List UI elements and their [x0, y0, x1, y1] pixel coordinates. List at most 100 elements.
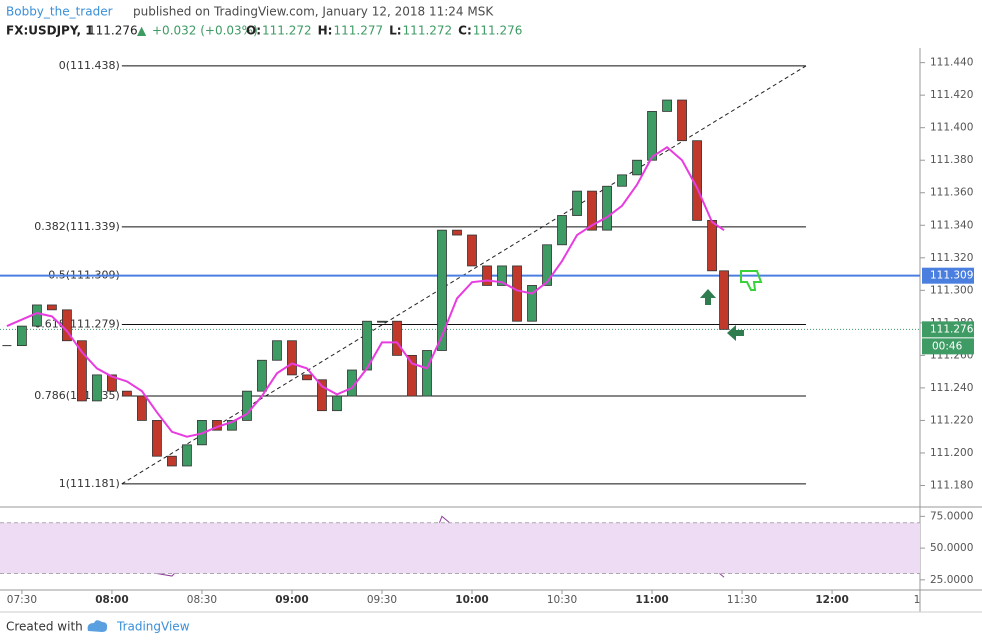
ohlc-label: L:: [389, 24, 401, 38]
change-arrow: ▲: [137, 24, 147, 38]
y-tick-label: 111.400: [930, 122, 973, 134]
candle: [17, 325, 27, 347]
current-label-box: [922, 321, 974, 338]
candle: [437, 229, 447, 351]
candle: [302, 374, 312, 381]
fib-label: 1(111.181): [59, 477, 120, 490]
footer-brand[interactable]: TradingView: [116, 620, 190, 634]
footer-text: Created with: [6, 620, 83, 634]
x-tick-label: 11:00: [635, 594, 668, 606]
ohlc-label: O:: [246, 24, 261, 38]
candle: [272, 340, 282, 361]
fib-label: 0(111.438): [59, 59, 120, 72]
y-tick-label: 111.380: [930, 154, 973, 166]
candle: [92, 374, 102, 402]
x-tick-label: 09:30: [367, 594, 397, 606]
y-tick-label: 111.220: [930, 414, 973, 426]
candle: [242, 390, 252, 421]
candle: [332, 395, 342, 412]
fib-label: 0.382(111.339): [34, 220, 120, 233]
x-tick-label: 09:00: [275, 594, 308, 606]
rsi-tick-label: 50.0000: [930, 542, 973, 554]
rsi-tick-label: 75.0000: [930, 510, 973, 522]
change: +0.032 (+0.03%): [152, 24, 258, 38]
y-tick-label: 111.240: [930, 382, 973, 394]
rsi-band: [0, 522, 920, 574]
countdown-box: [922, 338, 974, 355]
candle: [497, 265, 507, 286]
candle: [542, 244, 552, 286]
candle: [392, 320, 402, 356]
countdown: 00:46: [932, 340, 963, 352]
y-tick-label: 111.420: [930, 89, 973, 101]
published: published on TradingView.com, January 12…: [133, 5, 494, 19]
x-tick-label: 10:30: [547, 594, 577, 606]
x-tick-label: 10:00: [455, 594, 488, 606]
candle: [107, 374, 117, 392]
candle: [647, 111, 657, 161]
y-tick-label: 111.300: [930, 284, 973, 296]
ohlc: O: 111.272 H: 111.277 L: 111.272 C: 111.276: [246, 24, 522, 38]
last-price: 111.276: [88, 24, 138, 38]
ohlc-value: 111.272: [403, 24, 453, 38]
candle: [572, 190, 582, 216]
candle: [719, 270, 729, 330]
level-label: 111.309: [930, 270, 973, 282]
candle: [527, 285, 537, 322]
candle: [422, 350, 432, 397]
candle: [317, 379, 327, 412]
level-label-box: [922, 267, 974, 284]
y-tick-label: 111.360: [930, 187, 973, 199]
candle: [602, 185, 612, 231]
candle: [47, 304, 57, 311]
candle: [377, 320, 387, 323]
candle: [407, 354, 417, 397]
candle: [707, 219, 717, 272]
candle: [227, 420, 237, 431]
candle: [287, 340, 297, 376]
x-tick-label: 11:30: [727, 594, 757, 606]
candle: [182, 444, 192, 467]
x-tick-label: 07:30: [7, 594, 37, 606]
candle: [467, 234, 477, 267]
candle: [257, 359, 267, 392]
y-tick-label: 111.200: [930, 447, 973, 459]
plot-area: [0, 48, 920, 590]
candle: [512, 265, 522, 322]
candle: [77, 340, 87, 402]
candle: [152, 420, 162, 457]
moving-average: [6, 145, 725, 438]
ohlc-value: 111.272: [262, 24, 312, 38]
candle: [482, 265, 492, 286]
ohlc-label: C:: [458, 24, 472, 38]
ohlc-label: H:: [318, 24, 333, 38]
candle: [557, 215, 567, 246]
x-tick-label: 12:: [914, 594, 931, 606]
logo: [87, 620, 108, 632]
x-tick-label: 08:30: [187, 594, 217, 606]
arrow-up-icon: [700, 289, 716, 305]
ohlc-value: 111.277: [333, 24, 383, 38]
candle: [617, 174, 627, 187]
candle: [662, 99, 672, 112]
y-tick-label: 111.440: [930, 57, 973, 69]
ohlc-value: 111.276: [473, 24, 523, 38]
current-label: 111.276: [930, 323, 974, 335]
candle: [137, 395, 147, 421]
y-tick-label: 111.180: [930, 479, 973, 491]
author[interactable]: Bobby_the_trader: [6, 5, 113, 19]
candle: [587, 190, 597, 231]
thumbs-down-icon: [740, 270, 763, 291]
candle: [167, 455, 177, 467]
y-tick-label: 111.340: [930, 219, 973, 231]
y-tick-label: 111.320: [930, 252, 973, 264]
candle: [452, 229, 462, 236]
x-tick-label: 12:00: [815, 594, 848, 606]
fib-label: 0.618(111.279): [34, 317, 120, 330]
candle: [122, 390, 132, 397]
rsi-tick-label: 25.0000: [930, 574, 973, 586]
candle: [677, 99, 687, 142]
symbol: FX:USDJPY, 1: [6, 24, 94, 38]
